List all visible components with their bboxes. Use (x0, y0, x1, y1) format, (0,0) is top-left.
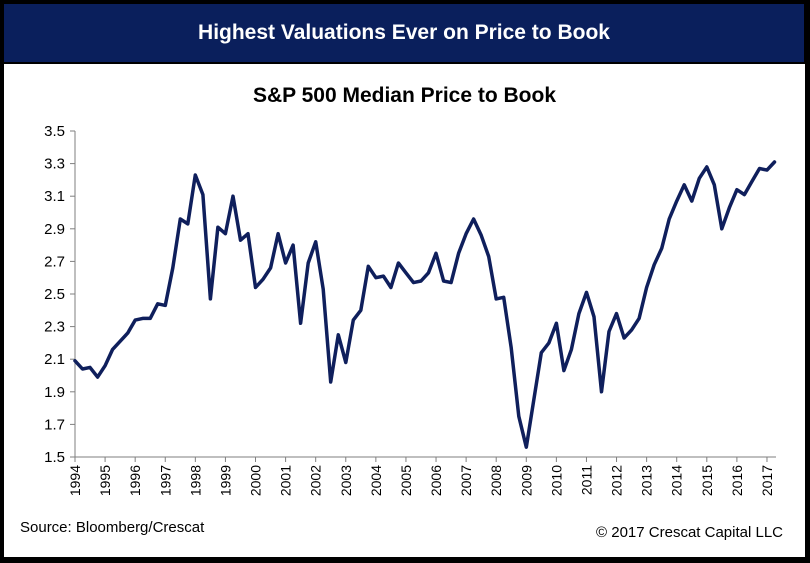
x-tick-label: 2012 (609, 465, 625, 496)
x-tick-label: 2013 (639, 465, 655, 496)
y-tick-label: 3.5 (44, 123, 65, 140)
x-tick-label: 2014 (669, 465, 685, 496)
x-tick-label: 2003 (338, 465, 354, 496)
banner-title: Highest Valuations Ever on Price to Book (4, 4, 804, 62)
x-tick-label: 2005 (398, 465, 414, 496)
x-tick-label: 2001 (278, 465, 294, 496)
y-tick-label: 2.5 (44, 286, 65, 303)
source-note: Source: Bloomberg/Crescat (20, 519, 205, 536)
x-tick-label: 2010 (548, 465, 564, 496)
x-tick-label: 2009 (518, 465, 534, 496)
y-tick-label: 3.1 (44, 188, 65, 205)
x-tick-label: 2016 (729, 465, 745, 496)
y-tick-label: 1.7 (44, 416, 65, 433)
x-tick-label: 2011 (578, 465, 594, 495)
x-tick-label: 1998 (187, 465, 203, 496)
x-tick-label: 2000 (248, 465, 264, 496)
x-tick-label: 1996 (127, 465, 143, 496)
x-tick-label: 1994 (67, 465, 83, 496)
line-chart: 1.5 1.7 1.9 2.1 2.3 2.5 2.7 2.9 3.1 3.3 3.5 1994 199… (44, 123, 777, 496)
y-tick-label: 2.1 (44, 351, 65, 368)
y-tick-label: 2.3 (44, 319, 65, 336)
x-tick-label: 2004 (368, 465, 384, 496)
copyright-note: © 2017 Crescat Capital LLC (596, 524, 783, 541)
y-tick-label: 1.5 (44, 449, 65, 466)
x-tick-label: 2008 (488, 465, 504, 496)
y-tick-label: 1.9 (44, 384, 65, 401)
x-tick-label: 1999 (217, 465, 233, 496)
y-tick-label: 2.7 (44, 253, 65, 270)
x-tick-label: 1995 (97, 465, 113, 496)
y-tick-label: 2.9 (44, 221, 65, 238)
chart-title: S&P 500 Median Price to Book (252, 84, 557, 107)
x-tick-label: 2007 (458, 465, 474, 496)
y-tick-label: 3.3 (44, 156, 65, 173)
x-tick-label: 2015 (699, 465, 715, 496)
x-tick-label: 2017 (759, 465, 775, 496)
series-line (73, 160, 777, 449)
x-tick-label: 2002 (308, 465, 324, 496)
x-tick-label: 1997 (157, 465, 173, 496)
x-tick-label: 2006 (428, 465, 444, 496)
chart-panel: S&P 500 Median Price to Book 1.5 1.7 1.9 2.… (4, 64, 805, 557)
